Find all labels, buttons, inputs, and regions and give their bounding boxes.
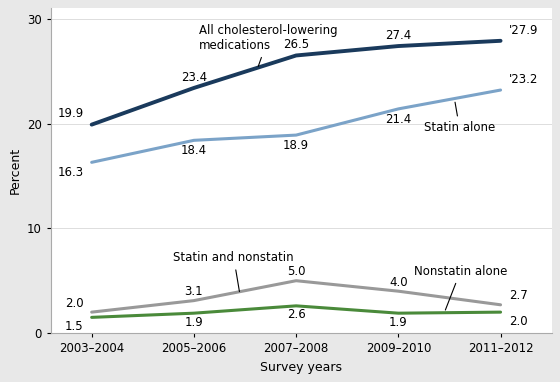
Text: Statin and nonstatin: Statin and nonstatin [174,251,294,291]
Text: '27.9: '27.9 [508,24,538,37]
Text: 5.0: 5.0 [287,265,305,278]
Text: 1.9: 1.9 [185,316,203,329]
Text: 18.4: 18.4 [181,144,207,157]
Text: 27.4: 27.4 [385,29,412,42]
Text: 18.9: 18.9 [283,139,309,152]
Text: 1.9: 1.9 [389,316,408,329]
Text: 21.4: 21.4 [385,113,412,126]
Text: 19.9: 19.9 [57,107,83,120]
Y-axis label: Percent: Percent [8,147,21,194]
Text: 3.1: 3.1 [185,285,203,298]
Text: '23.2: '23.2 [508,73,538,86]
Text: 2.0: 2.0 [508,315,528,328]
Text: 2.6: 2.6 [287,309,306,322]
Text: 1.5: 1.5 [65,320,83,333]
Text: Statin alone: Statin alone [424,102,495,134]
Text: 4.0: 4.0 [389,275,408,288]
Text: 2.7: 2.7 [508,289,528,302]
Text: 26.5: 26.5 [283,38,309,51]
Text: All cholesterol-lowering
medications: All cholesterol-lowering medications [199,24,338,66]
Text: 2.0: 2.0 [65,296,83,309]
X-axis label: Survey years: Survey years [260,361,342,374]
Text: 16.3: 16.3 [57,166,83,179]
Text: 23.4: 23.4 [181,71,207,84]
Text: Nonstatin alone: Nonstatin alone [414,265,507,310]
